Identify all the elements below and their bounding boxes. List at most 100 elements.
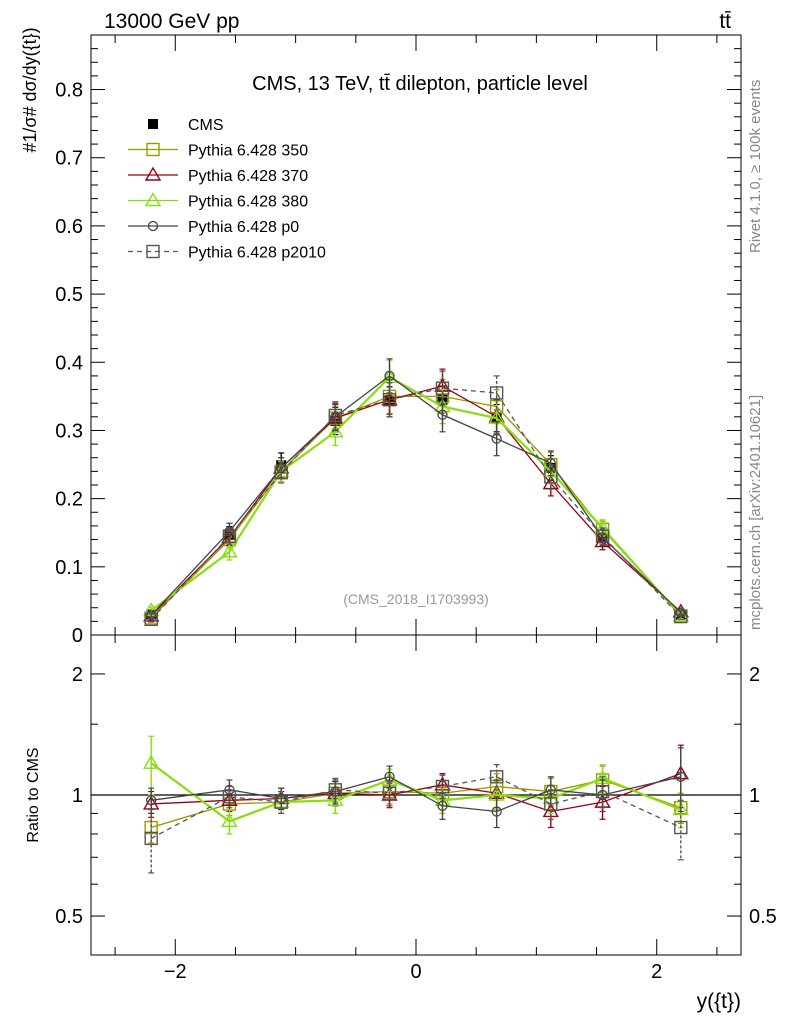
legend-marker — [144, 166, 162, 181]
data-point — [437, 800, 448, 811]
main-y-tick-label: 0.2 — [55, 489, 83, 511]
data-point — [381, 786, 398, 801]
data-point — [382, 393, 397, 407]
main-y-axis-label: #1/σ# dσ/dy({t}) — [20, 27, 40, 152]
data-point — [274, 795, 288, 809]
data-point — [144, 612, 158, 627]
data-point — [222, 529, 237, 543]
legend-item-pythia-6-428-380: Pythia 6.428 380 — [128, 192, 308, 211]
data-point — [544, 797, 558, 811]
series-cms — [146, 385, 686, 620]
series-line — [151, 776, 681, 813]
ratio-x-tick-label: 0 — [410, 961, 421, 983]
series-pythia-6-428-370 — [142, 368, 690, 622]
ratio-y-tick-label-right: 0.5 — [749, 906, 777, 928]
series-line — [150, 762, 682, 823]
ratio-y-tick-label-right: 1 — [749, 785, 760, 807]
legend-label: Pythia 6.428 380 — [188, 194, 308, 211]
legend-marker — [148, 119, 158, 129]
data-point — [327, 791, 344, 807]
legend: CMS Pythia 6.428 350 Pythia 6.428 370 Pythi… — [128, 117, 326, 262]
series-line — [150, 385, 682, 617]
main-y-tick-label: 0.1 — [55, 557, 83, 579]
series-pythia-6-428-350 — [144, 378, 688, 625]
ratio-y-tick-label: 0.5 — [55, 906, 83, 928]
ratio-y-tick-label: 2 — [72, 664, 83, 686]
series-line — [150, 779, 682, 829]
legend-label: Pythia 6.428 p0 — [188, 219, 299, 236]
data-point — [146, 795, 157, 806]
main-y-tick-label: 0.7 — [55, 148, 83, 170]
x-axis-label: y({t}) — [697, 990, 741, 1013]
main-y-tick-label: 0.8 — [55, 80, 83, 102]
data-point — [545, 458, 556, 469]
series-pythia-6-428-p2010 — [144, 370, 688, 627]
data-point — [674, 609, 688, 624]
data-point — [382, 786, 397, 800]
legend-item-pythia-6-428-350: Pythia 6.428 350 — [128, 143, 308, 160]
data-point — [491, 433, 502, 444]
source-label: mcplots.cern.ch [arXiv:2401.10621] — [747, 395, 764, 630]
data-point — [328, 408, 343, 423]
legend-marker — [144, 192, 162, 207]
main-series-layer — [142, 358, 690, 627]
data-point — [489, 386, 504, 400]
legend-marker — [146, 142, 160, 157]
main-y-tick-label: 0.4 — [55, 352, 83, 374]
legend-item-pythia-6-428-370: Pythia 6.428 370 — [128, 166, 308, 185]
series-pythia-6-428-p2010 — [144, 764, 688, 874]
ratio-series-layer — [142, 735, 690, 874]
series-line — [150, 395, 682, 619]
legend-label: Pythia 6.428 p2010 — [188, 245, 326, 262]
series-line — [150, 387, 682, 620]
main-y-tick-label: 0.5 — [55, 284, 83, 306]
data-point — [489, 770, 504, 784]
data-point — [327, 423, 344, 438]
ratio-axis-ticks: −2 0 2 0.5 0.5 1 1 2 2 — [55, 635, 777, 983]
data-point — [328, 783, 343, 797]
legend-label: CMS — [188, 117, 224, 134]
data-point — [672, 801, 690, 816]
data-point — [384, 370, 395, 382]
main-panel: 0 0.1 0.2 0.3 0.4 0.5 0.6 0.7 0.8 CMS, 13 TeV, t… — [20, 27, 742, 647]
data-point — [221, 543, 238, 558]
legend-marker — [146, 244, 160, 259]
data-point — [674, 820, 688, 835]
series-pythia-6-428-p0 — [146, 358, 686, 621]
analysis-watermark: (CMS_2018_I1703993) — [343, 591, 489, 607]
series-line — [150, 375, 682, 617]
data-point — [221, 812, 238, 828]
header-process-label: tt̄ — [719, 10, 731, 33]
ratio-panel: −2 0 2 0.5 0.5 1 1 2 2 Ratio to CMS y({t}) — [25, 634, 777, 1013]
data-point — [437, 409, 448, 420]
data-point — [595, 529, 610, 543]
ratio-y-tick-label-right: 2 — [749, 664, 760, 686]
main-y-tick-label: 0.3 — [55, 420, 83, 442]
series-pythia-6-428-380 — [142, 359, 690, 622]
data-point — [146, 610, 157, 621]
data-point — [544, 470, 558, 484]
main-axis-ticks: 0 0.1 0.2 0.3 0.4 0.5 0.6 0.7 0.8 — [55, 35, 741, 647]
data-point — [435, 779, 450, 794]
data-point — [675, 771, 686, 782]
series-line — [150, 375, 682, 616]
data-point — [491, 806, 502, 817]
data-point — [595, 784, 610, 799]
main-y-tick-label: 0.6 — [55, 216, 83, 238]
legend-item-pythia-6-428-p0: Pythia 6.428 p0 — [128, 219, 299, 236]
legend-item-cms: CMS — [148, 117, 224, 134]
header-energy-label: 13000 GeV pp — [104, 10, 239, 33]
main-chart-title: CMS, 13 TeV, tt̄ dilepton, particle leve… — [252, 73, 588, 95]
data-point — [142, 754, 160, 769]
legend-label: Pythia 6.428 350 — [188, 143, 308, 160]
data-point — [144, 831, 158, 846]
main-y-tick-label: 0 — [72, 625, 83, 647]
ratio-y-axis-label: Ratio to CMS — [25, 747, 42, 842]
legend-marker — [147, 220, 159, 232]
legend-label: Pythia 6.428 370 — [188, 168, 308, 185]
data-point — [222, 790, 237, 804]
legend-item-pythia-6-428-p2010: Pythia 6.428 p2010 — [128, 245, 326, 262]
ratio-y-tick-label: 1 — [72, 785, 83, 807]
rivet-version-label: Rivet 4.1.0, ≥ 100k events — [747, 80, 764, 253]
